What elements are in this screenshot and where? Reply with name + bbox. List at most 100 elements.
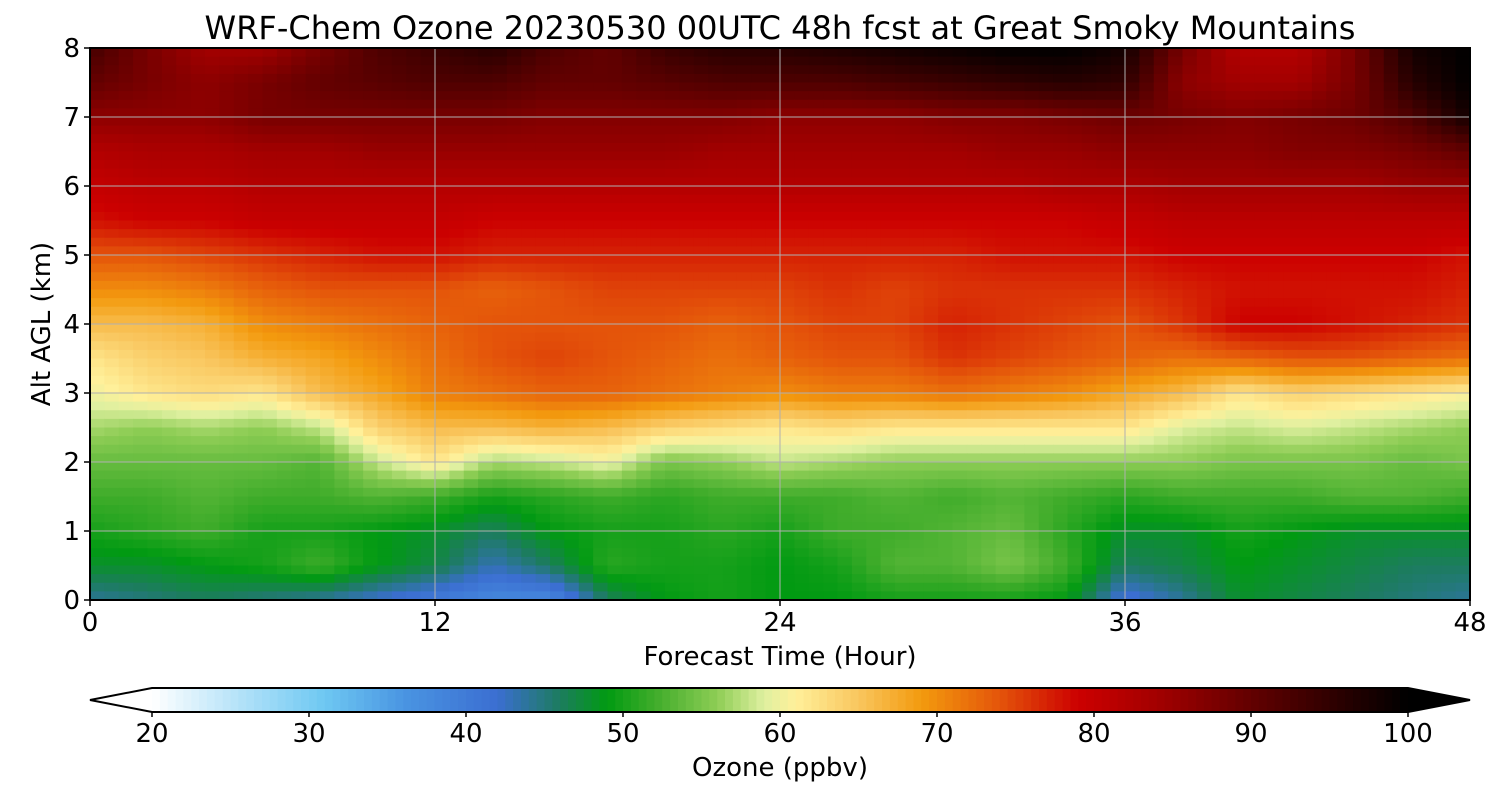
heatmap-cell: [377, 151, 393, 161]
heatmap-cell: [665, 73, 680, 84]
heatmap-cell: [1182, 229, 1198, 239]
heatmap-cell: [190, 125, 206, 135]
heatmap-cell: [1196, 470, 1212, 480]
heatmap-cell: [866, 194, 882, 204]
heatmap-cell: [650, 237, 666, 247]
heatmap-cell: [1412, 48, 1428, 58]
heatmap-cell: [248, 384, 264, 394]
heatmap-cell: [1153, 168, 1169, 178]
heatmap-cell: [851, 410, 867, 420]
heatmap-cell: [147, 65, 163, 75]
heatmap-cell: [420, 91, 436, 101]
heatmap-cell: [837, 91, 853, 101]
heatmap-cell: [550, 151, 565, 161]
heatmap-cell: [1010, 479, 1025, 489]
heatmap-cell: [291, 418, 307, 429]
heatmap-cell: [880, 306, 896, 316]
heatmap-cell: [1412, 453, 1428, 463]
heatmap-cell: [363, 315, 379, 325]
heatmap-cell: [1010, 462, 1025, 472]
heatmap-cell: [837, 401, 853, 411]
heatmap-cell: [938, 211, 954, 222]
heatmap-cell: [1254, 73, 1270, 84]
heatmap-cell: [90, 142, 105, 153]
heatmap-cell: [118, 186, 134, 196]
heatmap-cell: [535, 306, 551, 316]
heatmap-cell: [492, 401, 508, 411]
heatmap-cell: [708, 203, 724, 213]
heatmap-cell: [895, 298, 910, 308]
heatmap-cell: [1067, 186, 1083, 196]
heatmap-cell: [823, 263, 839, 273]
heatmap-cell: [1110, 341, 1126, 351]
heatmap-cell: [895, 349, 910, 360]
heatmap-cell: [650, 56, 666, 66]
heatmap-cell: [463, 203, 479, 213]
heatmap-cell: [147, 393, 163, 403]
heatmap-cell: [923, 56, 939, 66]
heatmap-cell: [377, 410, 393, 420]
heatmap-cell: [435, 203, 450, 213]
heatmap-cell: [176, 194, 192, 204]
heatmap-cell: [564, 479, 580, 489]
heatmap-cell: [449, 125, 465, 135]
heatmap-cell: [1283, 462, 1299, 472]
heatmap-cell: [952, 73, 968, 84]
heatmap-cell: [1139, 479, 1155, 489]
heatmap-cell: [262, 168, 278, 178]
heatmap-cell: [607, 306, 623, 316]
heatmap-cell: [1455, 48, 1471, 58]
heatmap-cell: [1081, 48, 1097, 58]
heatmap-cell: [550, 160, 565, 170]
heatmap-cell: [679, 203, 695, 213]
heatmap-cell: [449, 453, 465, 463]
heatmap-cell: [1441, 470, 1457, 480]
heatmap-cell: [1283, 134, 1299, 144]
heatmap-cell: [463, 91, 479, 101]
heatmap-cell: [1268, 48, 1284, 58]
heatmap-cell: [133, 246, 149, 256]
heatmap-cell: [1455, 349, 1471, 360]
heatmap-cell: [794, 332, 810, 342]
heatmap-cell: [377, 91, 393, 101]
heatmap-cell: [348, 289, 364, 299]
heatmap-cell: [1211, 125, 1227, 135]
heatmap-cell: [765, 255, 781, 265]
heatmap-cell: [1311, 117, 1327, 127]
heatmap-cell: [492, 358, 508, 368]
heatmap-cell: [219, 211, 235, 222]
heatmap-cell: [650, 246, 666, 256]
heatmap-cell: [1426, 220, 1442, 230]
heatmap-cell: [1010, 220, 1025, 230]
heatmap-cell: [593, 410, 609, 420]
heatmap-cell: [823, 99, 839, 109]
heatmap-cell: [1067, 332, 1083, 342]
heatmap-cell: [1225, 444, 1241, 454]
heatmap-cell: [104, 470, 120, 480]
heatmap-cell: [550, 358, 565, 368]
heatmap-cell: [276, 272, 292, 282]
heatmap-cell: [708, 324, 724, 334]
heatmap-cell: [161, 151, 177, 161]
heatmap-cell: [1168, 177, 1184, 187]
heatmap-cell: [291, 211, 307, 222]
heatmap-cell: [1024, 358, 1040, 368]
heatmap-cell: [938, 306, 954, 316]
heatmap-cell: [1340, 393, 1356, 403]
heatmap-cell: [593, 194, 609, 204]
heatmap-cell: [348, 367, 364, 377]
heatmap-cell: [363, 73, 379, 84]
heatmap-cell: [1038, 280, 1054, 291]
heatmap-cell: [1326, 289, 1342, 299]
heatmap-cell: [1038, 358, 1054, 368]
heatmap-cell: [262, 211, 278, 222]
heatmap-cell: [1139, 418, 1155, 429]
heatmap-cell: [780, 211, 795, 222]
heatmap-cell: [1383, 56, 1399, 66]
heatmap-cell: [1455, 194, 1471, 204]
heatmap-cell: [1225, 168, 1241, 178]
heatmap-cell: [952, 56, 968, 66]
heatmap-cell: [665, 436, 680, 446]
heatmap-cell: [1038, 436, 1054, 446]
heatmap-cell: [406, 487, 422, 498]
